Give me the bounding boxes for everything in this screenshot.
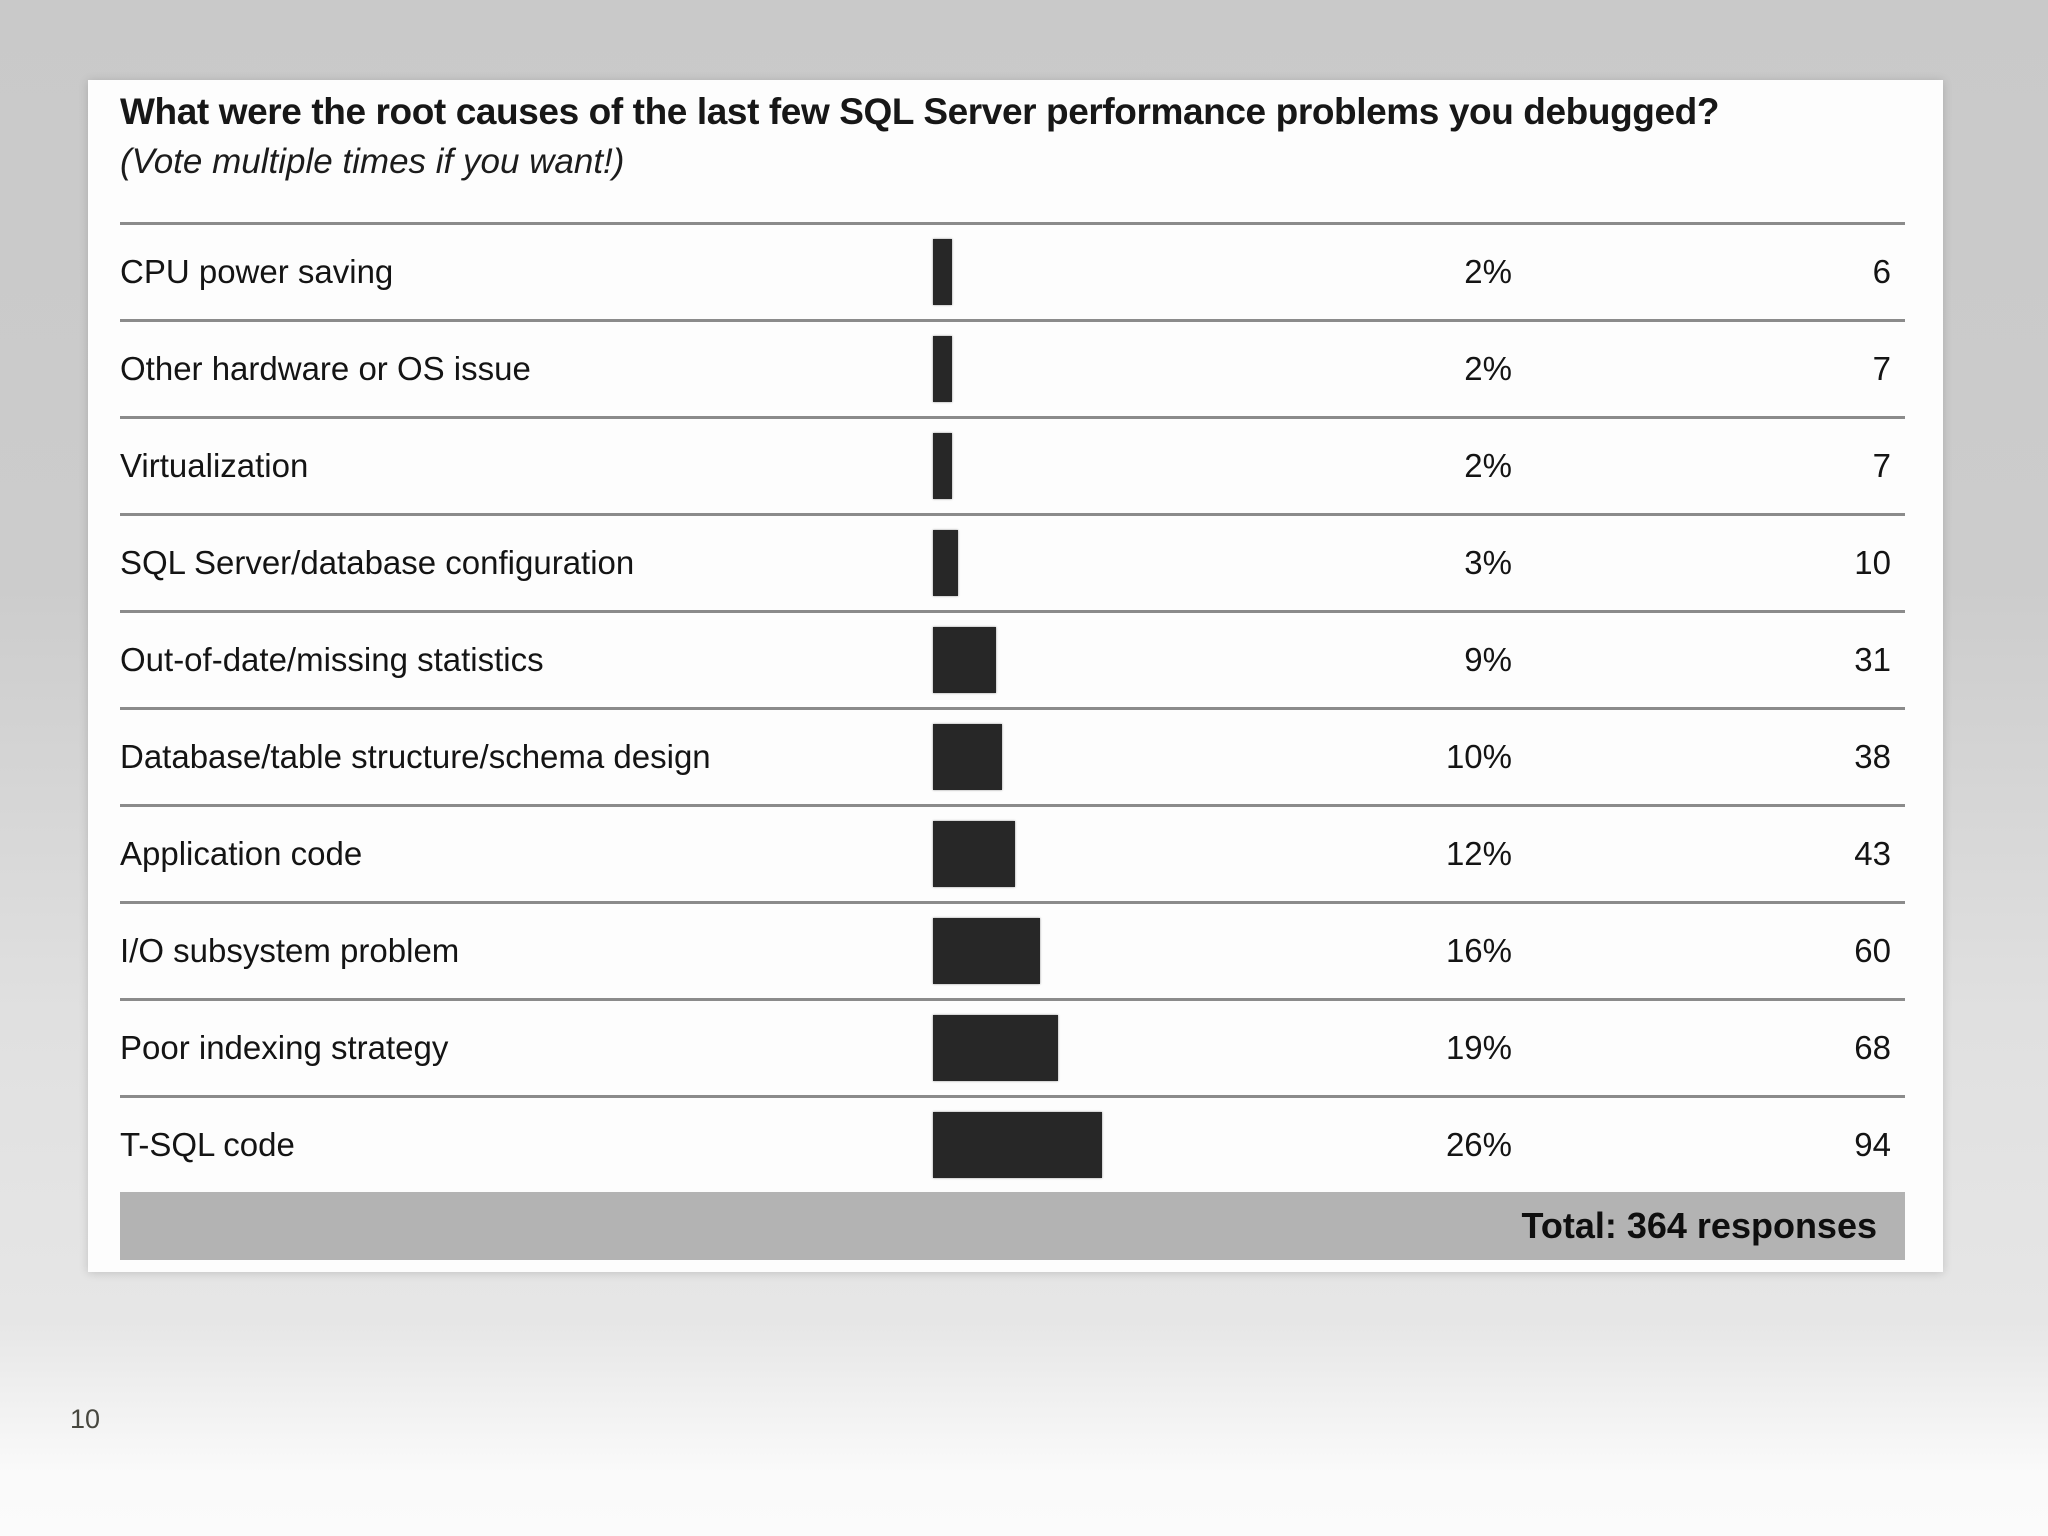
poll-row: Out-of-date/missing statistics 9% 31	[120, 610, 1905, 707]
row-count: 68	[1854, 1029, 1891, 1066]
row-count: 7	[1872, 447, 1891, 484]
poll-row: T-SQL code 26% 94	[120, 1095, 1905, 1192]
poll-row: Other hardware or OS issue 2% 7	[120, 319, 1905, 416]
row-bar	[933, 821, 1015, 887]
row-label: Out-of-date/missing statistics	[120, 641, 544, 678]
poll-row: Virtualization 2% 7	[120, 416, 1905, 513]
row-percent: 16%	[1445, 932, 1512, 969]
row-bar	[933, 1112, 1102, 1178]
row-label: CPU power saving	[120, 253, 394, 290]
row-bar	[933, 530, 958, 596]
page-number: 10	[70, 1404, 101, 1434]
poll-rows: CPU power saving 2% 6 Other hardware or …	[120, 222, 1905, 1192]
row-bar-cell	[933, 433, 1353, 499]
row-percent: 26%	[1445, 1126, 1512, 1163]
row-bar-cell	[933, 821, 1353, 887]
row-count: 6	[1872, 253, 1891, 290]
poll-question-title: What were the root causes of the last fe…	[120, 91, 1720, 132]
row-bar-cell	[933, 1112, 1353, 1178]
row-bar-cell	[933, 239, 1353, 305]
row-percent: 19%	[1445, 1029, 1512, 1066]
row-label: Other hardware or OS issue	[120, 350, 531, 387]
row-count: 31	[1854, 641, 1891, 678]
row-bar-cell	[933, 1015, 1353, 1081]
row-percent: 3%	[1464, 544, 1512, 581]
row-percent: 12%	[1445, 835, 1512, 872]
row-count: 10	[1854, 544, 1891, 581]
row-bar	[933, 724, 1002, 790]
row-count: 94	[1854, 1126, 1891, 1163]
row-bar	[933, 239, 952, 305]
row-bar	[933, 336, 952, 402]
row-bar	[933, 627, 996, 693]
poll-question-subtitle: (Vote multiple times if you want!)	[120, 142, 625, 182]
row-label: SQL Server/database configuration	[120, 544, 635, 581]
row-percent: 9%	[1464, 641, 1512, 678]
row-count: 43	[1854, 835, 1891, 872]
row-bar-cell	[933, 530, 1353, 596]
row-count: 60	[1854, 932, 1891, 969]
poll-row: I/O subsystem problem 16% 60	[120, 901, 1905, 998]
row-bar-cell	[933, 724, 1353, 790]
row-percent: 2%	[1464, 350, 1512, 387]
row-count: 38	[1854, 738, 1891, 775]
row-bar	[933, 918, 1040, 984]
poll-row: Database/table structure/schema design 1…	[120, 707, 1905, 804]
row-percent: 2%	[1464, 253, 1512, 290]
row-label: T-SQL code	[120, 1126, 295, 1163]
row-label: Database/table structure/schema design	[120, 738, 711, 775]
row-bar-cell	[933, 918, 1353, 984]
row-label: Poor indexing strategy	[120, 1029, 449, 1066]
row-percent: 10%	[1445, 738, 1512, 775]
poll-row: CPU power saving 2% 6	[120, 222, 1905, 319]
row-bar-cell	[933, 627, 1353, 693]
row-bar-cell	[933, 336, 1353, 402]
row-bar	[933, 433, 952, 499]
row-label: Virtualization	[120, 447, 309, 484]
row-label: Application code	[120, 835, 363, 872]
poll-header: What were the root causes of the last fe…	[120, 80, 1905, 222]
row-label: I/O subsystem problem	[120, 932, 460, 969]
total-bar: Total: 364 responses	[120, 1192, 1905, 1260]
total-label: Total: 364 responses	[1521, 1205, 1877, 1246]
poll-results-card: What were the root causes of the last fe…	[88, 80, 1943, 1272]
poll-row: SQL Server/database configuration 3% 10	[120, 513, 1905, 610]
row-count: 7	[1872, 350, 1891, 387]
row-bar	[933, 1015, 1058, 1081]
poll-row: Application code 12% 43	[120, 804, 1905, 901]
poll-row: Poor indexing strategy 19% 68	[120, 998, 1905, 1095]
row-percent: 2%	[1464, 447, 1512, 484]
